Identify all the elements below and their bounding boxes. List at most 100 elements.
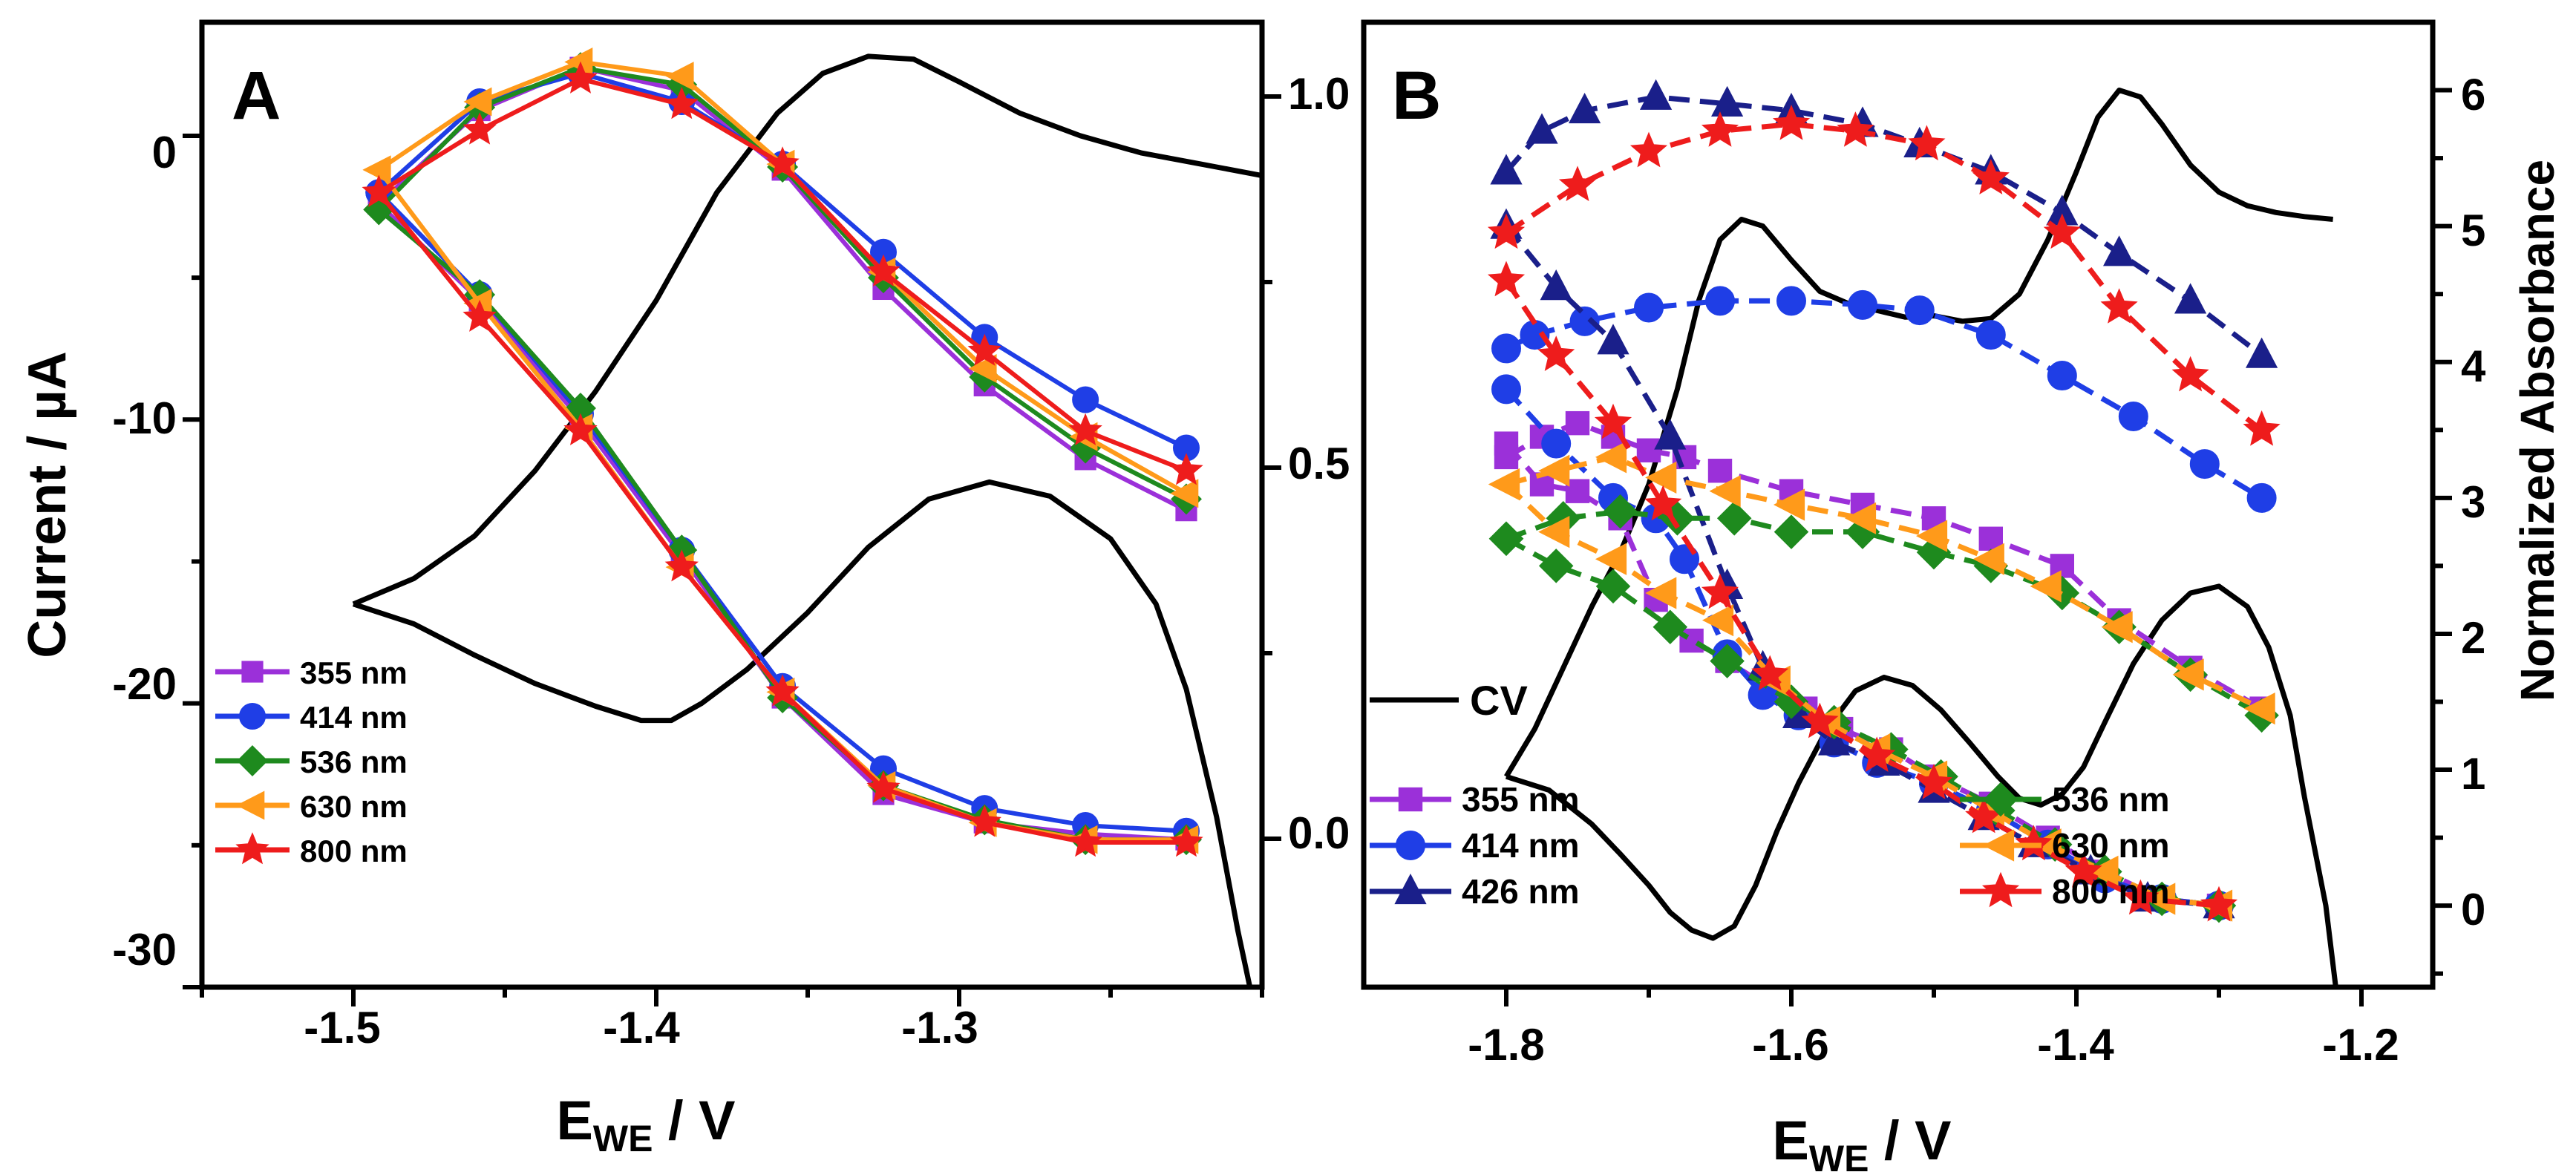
data-point <box>1774 514 1809 549</box>
data-point <box>1645 577 1677 609</box>
data-point <box>1488 521 1524 557</box>
legend-label: 536 nm <box>300 744 408 779</box>
data-point <box>2144 883 2176 915</box>
data-point <box>1772 105 1811 140</box>
data-point <box>1904 295 1935 326</box>
data-point <box>2200 885 2238 922</box>
data-point <box>1858 736 1896 772</box>
data-point <box>463 87 492 117</box>
panel-a-legend: 355 nm 414 nm 536 nm 630 nm 800 nm <box>215 655 408 868</box>
panel-a: A Current / µA EWE / V -1.5 -1.4 -1.3 0 … <box>18 19 1350 1159</box>
data-point <box>1801 702 1839 739</box>
legend-item: 355 nm <box>215 655 408 690</box>
data-point <box>1972 159 2010 194</box>
x-tick-label: -1.8 <box>1468 1020 1544 1070</box>
data-point <box>1975 320 2006 350</box>
data-point <box>1653 609 1688 645</box>
y2-tick-label: 2 <box>2461 613 2485 663</box>
panel-a-frame <box>199 19 1265 990</box>
data-point <box>1565 410 1590 436</box>
legend-item: 536 nm <box>1960 780 2170 819</box>
data-point <box>1634 292 1664 323</box>
data-point <box>1170 479 1199 508</box>
series-line <box>377 65 1188 842</box>
data-point <box>1773 488 1805 521</box>
data-point <box>2030 570 2062 603</box>
plot-contents <box>352 48 1262 987</box>
y2-tick-label: 5 <box>2461 206 2485 255</box>
y2-tick-label: 1 <box>2461 749 2485 799</box>
legend-label: 426 nm <box>1462 872 1580 911</box>
data-point <box>1490 154 1523 185</box>
x-tick-label: -1.5 <box>304 1003 380 1052</box>
y-tick-label: 0 <box>152 128 177 177</box>
panel-b-y2-axis-title: Normalized Absorbance <box>2511 160 2564 701</box>
data-point <box>2030 828 2062 861</box>
panel-b-ticks <box>1504 88 2452 1006</box>
data-point <box>1915 764 1953 799</box>
data-point <box>1915 520 1948 552</box>
panel-b-cv-legend: CV <box>1370 677 1528 724</box>
series-414-nm <box>1491 286 2277 921</box>
legend-marker <box>241 661 264 683</box>
data-point <box>1603 494 1638 529</box>
data-point <box>967 333 1001 366</box>
panel-b-frame <box>1361 19 2436 990</box>
data-point <box>1541 428 1572 459</box>
panel-a-y2-tick-labels: 1.0 0.5 0.0 <box>1288 69 1350 858</box>
data-point <box>1972 543 2004 575</box>
panel-b-x-axis-title: EWE / V <box>1773 1110 1952 1172</box>
data-point <box>1537 335 1575 371</box>
data-point <box>765 674 800 707</box>
data-point <box>1538 549 1574 583</box>
panel-a-y-tick-labels: 0 -10 -20 -30 <box>112 128 177 975</box>
legend-marker <box>239 703 266 730</box>
data-point <box>1538 454 1570 487</box>
data-point <box>1751 655 1789 691</box>
data-point <box>1568 93 1601 124</box>
data-point <box>1710 85 1744 117</box>
data-point <box>2171 356 2209 392</box>
legend-label: 800 nm <box>2052 872 2170 911</box>
data-point <box>1487 261 1526 297</box>
legend-item: 800 nm <box>1960 871 2170 911</box>
plot-contents <box>1487 79 2338 987</box>
legend-item: 355 nm <box>1370 780 1580 819</box>
data-point <box>1654 419 1687 450</box>
data-point <box>1526 113 1558 144</box>
data-point <box>1558 166 1597 201</box>
legend-label: 630 nm <box>2052 826 2170 865</box>
legend-marker <box>1981 871 2020 908</box>
data-point <box>1595 543 1627 575</box>
legend-item: 800 nm <box>215 832 408 868</box>
data-point <box>1594 403 1632 439</box>
legend-marker <box>235 832 269 865</box>
data-point <box>2100 288 2138 324</box>
y-tick-label: -30 <box>112 925 177 975</box>
data-point <box>1597 324 1629 355</box>
y-tick-label: -10 <box>112 393 177 443</box>
panel-a-x-axis-title: EWE / V <box>557 1090 736 1159</box>
data-point <box>2047 361 2077 391</box>
data-point <box>1716 501 1752 536</box>
data-point <box>1595 441 1627 474</box>
data-point <box>2174 283 2207 314</box>
legend-item: 536 nm <box>215 744 408 779</box>
data-point <box>664 549 699 582</box>
data-point <box>1709 475 1741 508</box>
legend-label: 630 nm <box>300 789 408 824</box>
data-point <box>1644 485 1682 521</box>
panel-b: B Normalized Absorbance EWE / V -1.8 -1.… <box>1361 19 2564 1172</box>
data-point <box>2246 482 2277 513</box>
data-point <box>1068 825 1102 857</box>
y2-tick-label: 0.0 <box>1288 808 1350 858</box>
data-point <box>2043 213 2081 249</box>
legend-label: 414 nm <box>1462 826 1580 865</box>
data-point <box>1837 111 1874 147</box>
y2-tick-label: 6 <box>2461 70 2485 120</box>
data-point <box>1701 604 1734 637</box>
x-tick-label: -1.4 <box>2037 1020 2114 1070</box>
data-point <box>563 61 598 94</box>
legend-item: 630 nm <box>215 789 408 824</box>
data-point <box>1645 461 1677 494</box>
